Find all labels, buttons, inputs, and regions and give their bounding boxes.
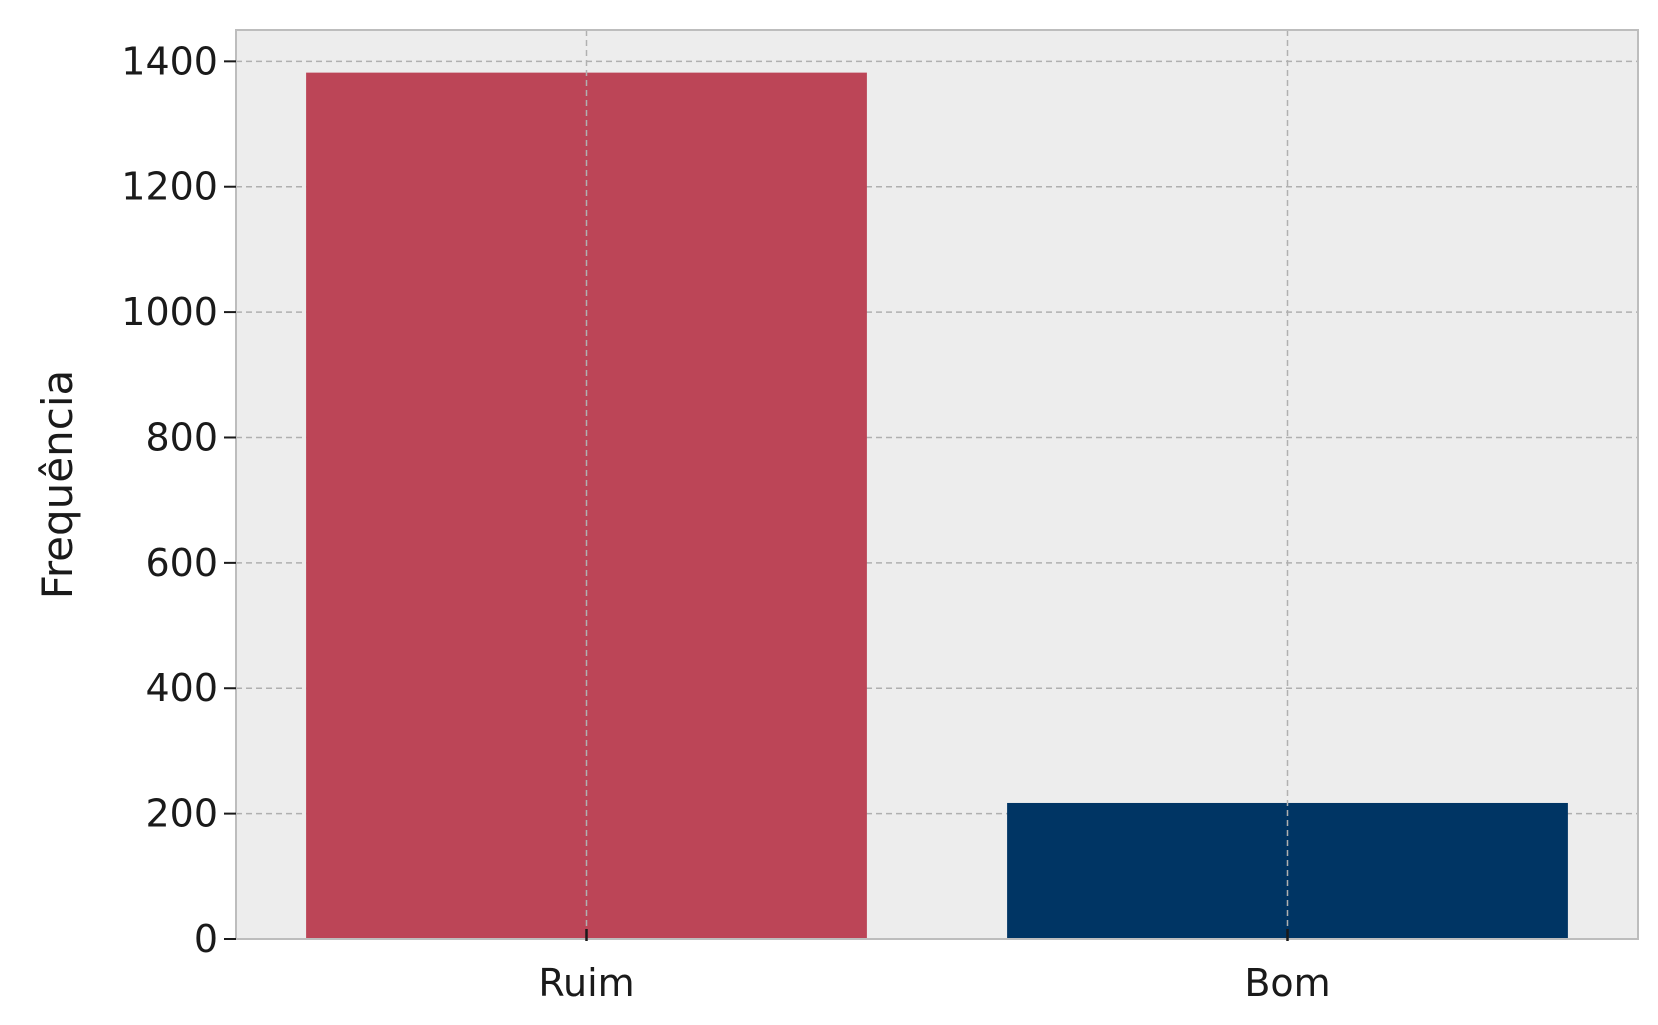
- y-tick-label: 1400: [121, 39, 218, 83]
- y-tick-label: 800: [145, 415, 218, 459]
- y-axis: 0 200 400 600 800 1000 1200 1400: [121, 39, 236, 961]
- x-gridlines-overlay: [585, 30, 1289, 939]
- y-tick-label: 400: [145, 666, 218, 710]
- y-axis-title: Frequência: [33, 370, 82, 600]
- x-axis: Ruim Bom: [538, 929, 1331, 1005]
- plot-frame: [235, 29, 1639, 940]
- y-tick-label: 0: [194, 917, 218, 961]
- x-tick-label: Ruim: [538, 961, 634, 1005]
- y-tick-label: 600: [145, 541, 218, 585]
- y-tick-label: 200: [145, 792, 218, 836]
- x-tick-label: Bom: [1244, 961, 1330, 1005]
- y-tick-label: 1000: [121, 290, 218, 334]
- y-tick-label: 1200: [121, 165, 218, 209]
